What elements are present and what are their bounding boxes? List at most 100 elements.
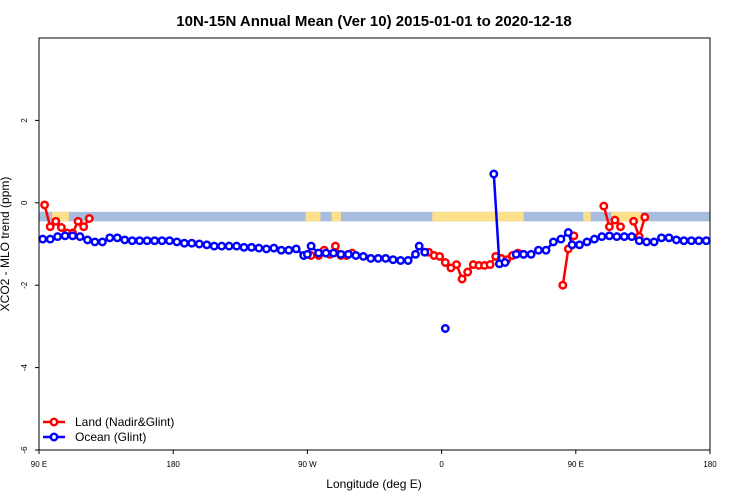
data-point	[440, 258, 450, 267]
legend-marker	[49, 417, 59, 427]
data-point	[302, 249, 312, 259]
data-point	[604, 222, 614, 232]
data-point	[640, 212, 650, 222]
land-ocean-mask	[39, 211, 710, 222]
data-point	[671, 235, 681, 245]
data-point	[599, 201, 609, 211]
data-point	[73, 216, 83, 226]
data-point	[629, 216, 639, 226]
land-span	[583, 211, 591, 222]
data-point	[589, 234, 599, 244]
data-point	[701, 236, 711, 246]
data-point	[120, 235, 130, 245]
data-point	[239, 242, 249, 252]
data-point	[247, 242, 256, 252]
data-point	[541, 245, 551, 255]
data-point	[53, 232, 63, 242]
data-point	[157, 236, 167, 246]
data-point	[604, 231, 614, 241]
plot-frame	[38, 37, 711, 451]
legend-label: Land (Nadir&Glint)	[75, 415, 174, 429]
series-ocean	[38, 169, 711, 333]
data-point	[217, 241, 227, 251]
data-point	[457, 274, 467, 284]
land-span	[331, 211, 341, 222]
data-point	[105, 233, 115, 243]
data-point	[649, 237, 659, 247]
legend-marker	[49, 432, 59, 442]
data-point	[150, 236, 160, 246]
data-point	[306, 241, 316, 251]
data-point	[463, 267, 473, 277]
data-point	[358, 251, 368, 261]
x-tick-label: 90 W	[298, 460, 317, 469]
data-point	[500, 258, 510, 267]
data-point	[619, 232, 629, 242]
data-point	[284, 245, 294, 255]
data-point	[575, 240, 584, 250]
data-point	[420, 247, 430, 257]
data-point	[45, 234, 55, 244]
data-point	[612, 232, 622, 242]
data-point	[336, 249, 346, 259]
x-axis-label: Longitude (deg E)	[326, 477, 421, 491]
data-point	[634, 236, 644, 246]
chart-title: 10N-15N Annual Mean (Ver 10) 2015-01-01 …	[176, 13, 571, 30]
legend: Land (Nadir&Glint)Ocean (Glint)	[43, 415, 174, 444]
data-point	[534, 245, 543, 255]
data-point	[548, 237, 558, 247]
x-tick-label: 180	[167, 460, 181, 469]
legend-label: Ocean (Glint)	[75, 430, 146, 444]
data-point	[321, 248, 331, 258]
data-point	[51, 216, 61, 226]
ocean-band	[39, 211, 710, 222]
y-tick-label: 0	[20, 200, 29, 205]
data-point	[414, 241, 424, 251]
data-point	[165, 236, 174, 246]
data-point	[75, 232, 85, 242]
land-span	[305, 211, 321, 222]
data-point	[366, 253, 376, 263]
data-point	[142, 236, 152, 246]
data-point	[276, 245, 286, 255]
data-point	[68, 231, 78, 241]
data-point	[642, 237, 652, 247]
data-point	[657, 233, 666, 243]
data-point	[232, 241, 242, 251]
data-point	[388, 255, 398, 265]
series-layer	[38, 169, 711, 333]
data-point	[694, 236, 704, 246]
data-point	[526, 249, 536, 259]
x-tick-label: 180	[703, 460, 717, 469]
land-span	[611, 211, 642, 222]
series-land	[40, 200, 650, 290]
data-point	[224, 241, 234, 251]
data-point	[343, 249, 353, 259]
data-point	[563, 228, 573, 237]
y-axis-ticks: -6 -4 -2 0 2	[20, 118, 39, 454]
data-point	[597, 232, 607, 242]
data-point	[314, 248, 324, 258]
data-point	[616, 222, 625, 232]
data-point	[489, 169, 499, 179]
data-point	[396, 256, 406, 265]
data-point	[381, 253, 391, 263]
data-point	[45, 222, 55, 232]
y-tick-label: -4	[20, 363, 29, 371]
data-point	[112, 233, 122, 243]
data-point	[97, 237, 107, 247]
data-point	[567, 240, 577, 250]
data-point	[329, 248, 338, 258]
data-point	[610, 215, 620, 225]
data-point	[56, 223, 66, 232]
data-point	[411, 249, 420, 259]
data-point	[373, 253, 383, 263]
data-point	[558, 280, 568, 290]
data-point	[127, 236, 137, 246]
data-point	[194, 239, 204, 249]
y-tick-label: -2	[20, 281, 29, 289]
data-point	[79, 222, 89, 232]
data-point	[254, 243, 264, 253]
data-point	[83, 235, 92, 245]
